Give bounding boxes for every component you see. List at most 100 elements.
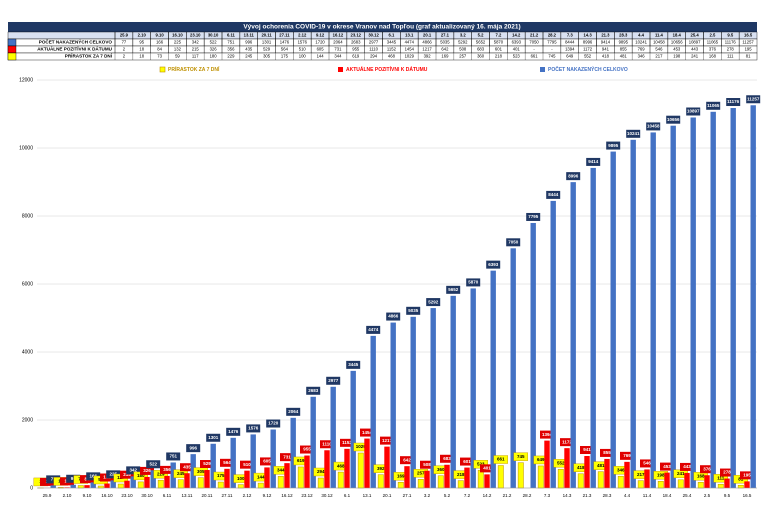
data-label-box: [600, 448, 614, 457]
data-label: 344: [277, 467, 285, 472]
table-header-cell: 3.2: [460, 33, 466, 38]
bar: [537, 465, 544, 489]
y-tick-label: 2000: [22, 417, 33, 423]
table-cell: 683: [477, 47, 485, 52]
data-label: 683: [443, 456, 451, 461]
data-label: 546: [643, 461, 651, 466]
data-label-box: [726, 98, 741, 107]
table-cell: 18: [139, 54, 144, 59]
data-label-box: [340, 438, 354, 447]
data-label-box: [206, 433, 221, 442]
table-cell: 73: [157, 54, 162, 59]
data-label: 241: [677, 471, 685, 476]
legend-label: POČET NAKAZENÝCH CELKOVO: [548, 66, 628, 73]
bar: [164, 475, 170, 488]
x-tick-label: 2.5: [704, 493, 711, 498]
data-label: 169: [397, 473, 405, 478]
x-tick-label: 30.10: [141, 493, 153, 498]
table-cell: 342: [192, 40, 200, 45]
table-cell: 5292: [458, 40, 468, 45]
data-label: 342: [129, 468, 137, 473]
data-label: 996: [189, 445, 197, 450]
table-cell: 731: [334, 47, 342, 52]
table-header-cell: 14.2: [512, 33, 521, 38]
table-cell: 169: [441, 54, 449, 59]
table-cell: 769: [638, 47, 646, 52]
bar: [77, 485, 84, 489]
data-label: 481: [597, 463, 605, 468]
data-label: 855: [603, 450, 611, 455]
table-header-cell: 7.2: [496, 33, 502, 38]
x-tick-label: 14.3: [563, 493, 572, 498]
y-tick-label: 4000: [22, 349, 33, 355]
bar: [177, 479, 184, 489]
y-tick-label: 10000: [19, 145, 33, 151]
table-header-cell: 9.12: [316, 33, 325, 38]
data-label-box: [700, 465, 714, 474]
table-cell: 3445: [387, 40, 397, 45]
table-cell: 346: [638, 54, 646, 59]
x-tick-label: 28.2: [523, 493, 532, 498]
x-tick-label: 5.2: [444, 493, 451, 498]
data-label: 229: [157, 471, 165, 476]
x-tick-label: 21.3: [583, 493, 592, 498]
table-cell: 392: [424, 54, 432, 59]
bar: [550, 200, 556, 489]
table-cell: 245: [245, 54, 253, 59]
data-label: 1476: [228, 429, 239, 434]
data-label: 9895: [608, 143, 619, 148]
data-label: 1029: [356, 444, 367, 449]
data-label: 1301: [208, 435, 219, 440]
bar: [157, 479, 164, 489]
bar: [417, 479, 424, 489]
data-label-box: [486, 260, 501, 269]
table-header-cell: 23.10: [190, 33, 201, 38]
bar: [717, 483, 724, 489]
data-label-box: [420, 460, 434, 469]
x-tick-label: 13.11: [182, 493, 193, 498]
data-label-box: [640, 459, 654, 468]
data-label: 401: [483, 466, 491, 471]
table-cell: 229: [227, 54, 235, 59]
data-label: 356: [163, 467, 171, 472]
table-cell: 305: [263, 54, 271, 59]
data-label: 1454: [362, 430, 373, 435]
table-cell: 649: [566, 54, 574, 59]
bar: [544, 440, 550, 488]
table-header-cell: 11.4: [655, 33, 664, 38]
data-label: 392: [377, 466, 385, 471]
bar: [190, 454, 196, 488]
table-cell: 481: [620, 54, 628, 59]
bar: [284, 463, 290, 488]
data-label-box: [386, 312, 401, 321]
data-label: 745: [517, 454, 525, 459]
bar: [124, 480, 130, 488]
data-label: 4474: [368, 327, 379, 332]
table-cell: 10458: [653, 40, 665, 45]
bar: [210, 443, 216, 488]
table-cell: 198: [673, 54, 681, 59]
table-cell: 6393: [512, 40, 522, 45]
table-cell: 9414: [601, 40, 611, 45]
data-label-box: [260, 457, 274, 466]
bar: [97, 485, 104, 489]
bar: [290, 417, 296, 488]
data-label: 5870: [468, 280, 479, 285]
data-label: 1110: [322, 441, 332, 446]
bar: [264, 467, 270, 488]
data-label: 95: [71, 476, 77, 481]
bar: [584, 456, 590, 488]
data-label: 508: [423, 462, 431, 467]
bar: [384, 446, 390, 488]
bar: [657, 481, 664, 489]
table-cell: 1029: [405, 54, 415, 59]
data-label: 245: [177, 471, 185, 476]
table-cell: 1110: [369, 47, 378, 52]
bar: [590, 167, 596, 488]
table-cell: 10656: [671, 40, 683, 45]
bar: [410, 316, 416, 488]
bar: [670, 125, 676, 489]
data-label-box: [320, 440, 334, 449]
x-tick-label: 2.12: [243, 493, 252, 498]
table-cell: 619: [352, 54, 360, 59]
